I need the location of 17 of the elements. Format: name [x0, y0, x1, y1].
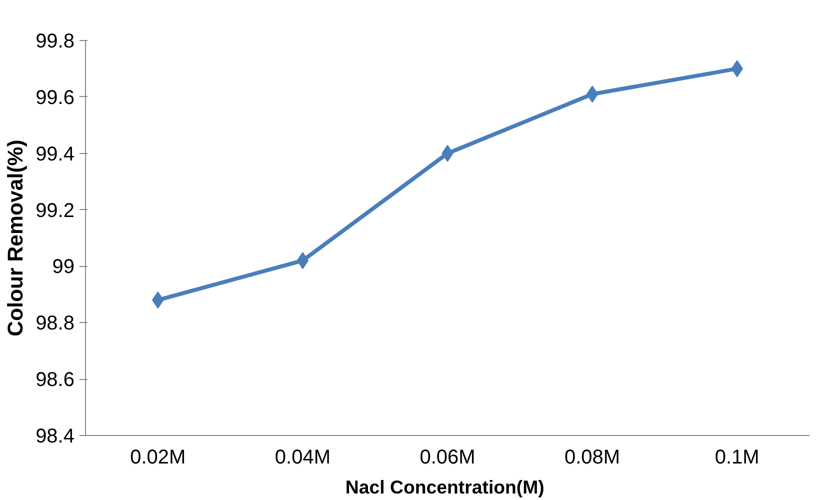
y-tick-label: 98.8: [36, 312, 75, 335]
x-tick-label: 0.08M: [564, 446, 620, 468]
point: [296, 252, 309, 270]
y-tick-label: 98.4: [36, 426, 75, 448]
x-axis-title: Nacl Concentration(M): [345, 476, 544, 498]
x-tick-label: 0.02M: [130, 446, 186, 468]
y-tick-label: 98.6: [36, 369, 75, 392]
point: [586, 86, 598, 103]
y-tick-label: 99.2: [36, 200, 75, 222]
y-tick-label: 99.4: [36, 143, 75, 166]
x-tick-label: 0.1M: [714, 446, 760, 468]
x-tick-label: 0.06M: [420, 446, 476, 468]
x-tick-label: 0.04M: [274, 446, 330, 468]
y-tick-label: 99.8: [36, 30, 75, 52]
y-axis-title: Colour Removal(%): [4, 140, 28, 336]
y-tick-label: 99.6: [36, 86, 75, 109]
y-tick-label: 99: [52, 256, 75, 278]
